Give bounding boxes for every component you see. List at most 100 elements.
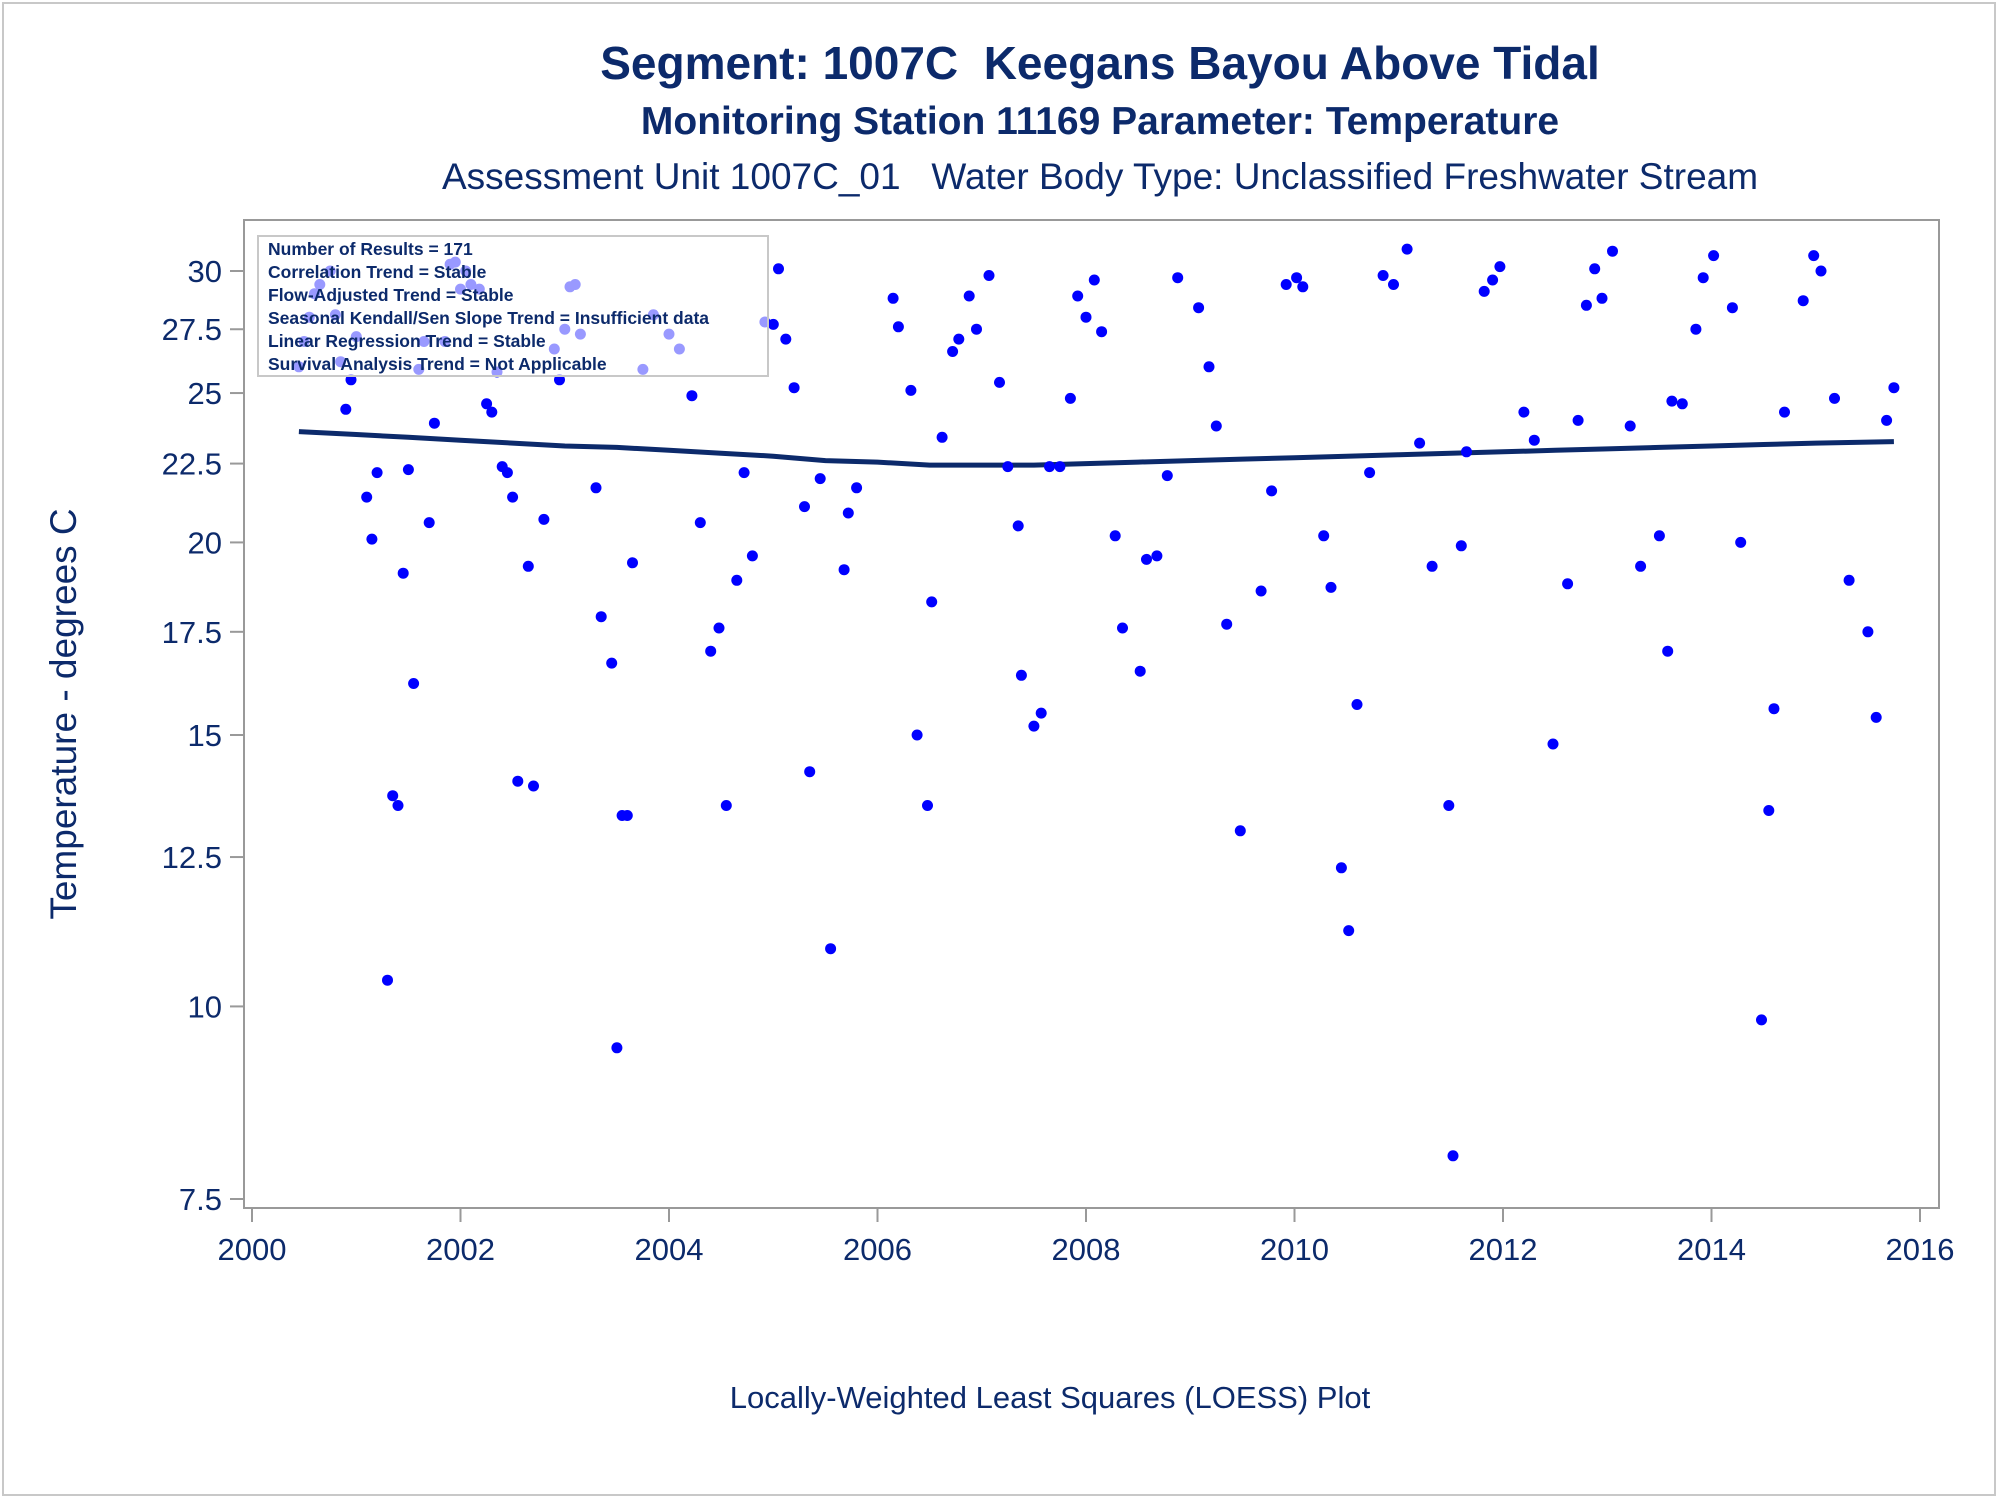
data-point xyxy=(1364,467,1376,479)
data-point xyxy=(947,346,959,357)
data-point xyxy=(963,290,975,302)
data-point xyxy=(1291,272,1303,284)
data-point xyxy=(1518,406,1530,418)
y-tick-label: 27.5 xyxy=(162,312,222,347)
data-point xyxy=(788,382,800,394)
data-point xyxy=(1862,626,1874,638)
data-point xyxy=(814,473,826,485)
data-point xyxy=(1096,326,1108,338)
data-point xyxy=(486,406,498,418)
data-point xyxy=(1401,243,1413,255)
data-point xyxy=(1580,299,1592,311)
data-point xyxy=(1064,392,1076,404)
data-point xyxy=(590,482,602,494)
data-point xyxy=(1461,446,1472,458)
data-point xyxy=(1624,420,1636,432)
plot-area xyxy=(243,219,1940,1209)
data-point xyxy=(1881,414,1893,426)
data-point xyxy=(387,790,399,802)
data-point xyxy=(1210,420,1222,432)
y-tick-label: 17.5 xyxy=(162,615,222,650)
y-tick-label: 12.5 xyxy=(162,840,222,875)
legend-box xyxy=(257,235,769,377)
data-point xyxy=(922,800,933,811)
data-point xyxy=(892,321,904,333)
data-point xyxy=(1054,461,1066,473)
data-point xyxy=(983,270,995,281)
data-point xyxy=(1117,622,1128,634)
data-point xyxy=(1221,618,1233,630)
data-point xyxy=(1266,485,1278,497)
data-point xyxy=(522,560,534,572)
x-tick-label: 2000 xyxy=(218,1232,287,1267)
x-tick-label: 2008 xyxy=(1052,1232,1121,1267)
x-tick-label: 2002 xyxy=(426,1232,495,1267)
data-point xyxy=(361,491,373,503)
data-point xyxy=(780,333,792,345)
data-point xyxy=(501,467,513,479)
data-point xyxy=(538,513,550,525)
data-point xyxy=(1596,292,1608,304)
x-tick-label: 2004 xyxy=(635,1232,704,1267)
legend-line: Flow-Adjusted Trend = Stable xyxy=(268,285,514,305)
data-point xyxy=(611,1042,623,1054)
data-point xyxy=(1888,382,1900,394)
data-point xyxy=(905,384,917,396)
data-point xyxy=(994,376,1005,388)
data-point xyxy=(1325,581,1337,593)
data-point xyxy=(705,645,717,657)
data-point xyxy=(1015,669,1027,681)
data-point xyxy=(713,622,725,634)
data-point xyxy=(1012,520,1024,532)
x-axis: 2000 2002 2004 2006 2008 2010 2012 2014 2016 xyxy=(218,1208,1955,1267)
data-point xyxy=(397,567,409,579)
data-point xyxy=(1002,461,1014,473)
data-point xyxy=(1088,274,1100,286)
data-point xyxy=(1690,323,1702,335)
data-point xyxy=(1044,461,1055,473)
data-point xyxy=(887,292,899,304)
data-point xyxy=(1080,311,1092,323)
data-point xyxy=(366,533,378,545)
data-point xyxy=(1447,1150,1459,1162)
data-point xyxy=(595,611,607,623)
x-tick-label: 2016 xyxy=(1886,1232,1955,1267)
data-point xyxy=(512,775,524,787)
y-tick-label: 7.5 xyxy=(179,1182,222,1217)
data-point xyxy=(1815,265,1827,277)
data-point xyxy=(971,323,982,335)
data-point xyxy=(911,729,923,741)
data-point xyxy=(1768,703,1780,715)
data-point xyxy=(1808,250,1820,262)
data-point xyxy=(1414,437,1426,449)
data-point xyxy=(408,678,420,689)
data-point xyxy=(1028,720,1040,732)
chart-subtitle: Monitoring Station 11169 Parameter: Temp… xyxy=(640,100,1560,143)
data-point xyxy=(1726,302,1738,314)
data-point xyxy=(1735,536,1747,548)
y-tick-label: 25 xyxy=(188,376,222,411)
data-point xyxy=(1487,274,1499,286)
stats-legend: Number of Results = 171 Correlation Trend… xyxy=(257,235,769,377)
data-point xyxy=(423,517,435,529)
data-point xyxy=(1635,560,1647,572)
legend-line: Linear Regression Trend = Stable xyxy=(268,331,546,351)
data-point xyxy=(1318,530,1330,542)
data-point xyxy=(627,557,638,569)
data-point xyxy=(1161,470,1173,482)
data-point xyxy=(507,491,519,503)
data-point xyxy=(1676,398,1688,410)
data-point xyxy=(720,800,732,811)
data-point xyxy=(1351,699,1363,710)
data-point xyxy=(1666,395,1678,407)
data-point xyxy=(694,517,706,529)
data-point xyxy=(1697,272,1709,284)
data-point xyxy=(1388,279,1399,290)
data-point xyxy=(1109,530,1121,542)
data-point xyxy=(799,501,810,513)
data-point xyxy=(1756,1014,1767,1026)
loess-curve xyxy=(298,429,1894,468)
legend-line: Correlation Trend = Stable xyxy=(268,262,487,282)
data-point xyxy=(1280,279,1292,290)
